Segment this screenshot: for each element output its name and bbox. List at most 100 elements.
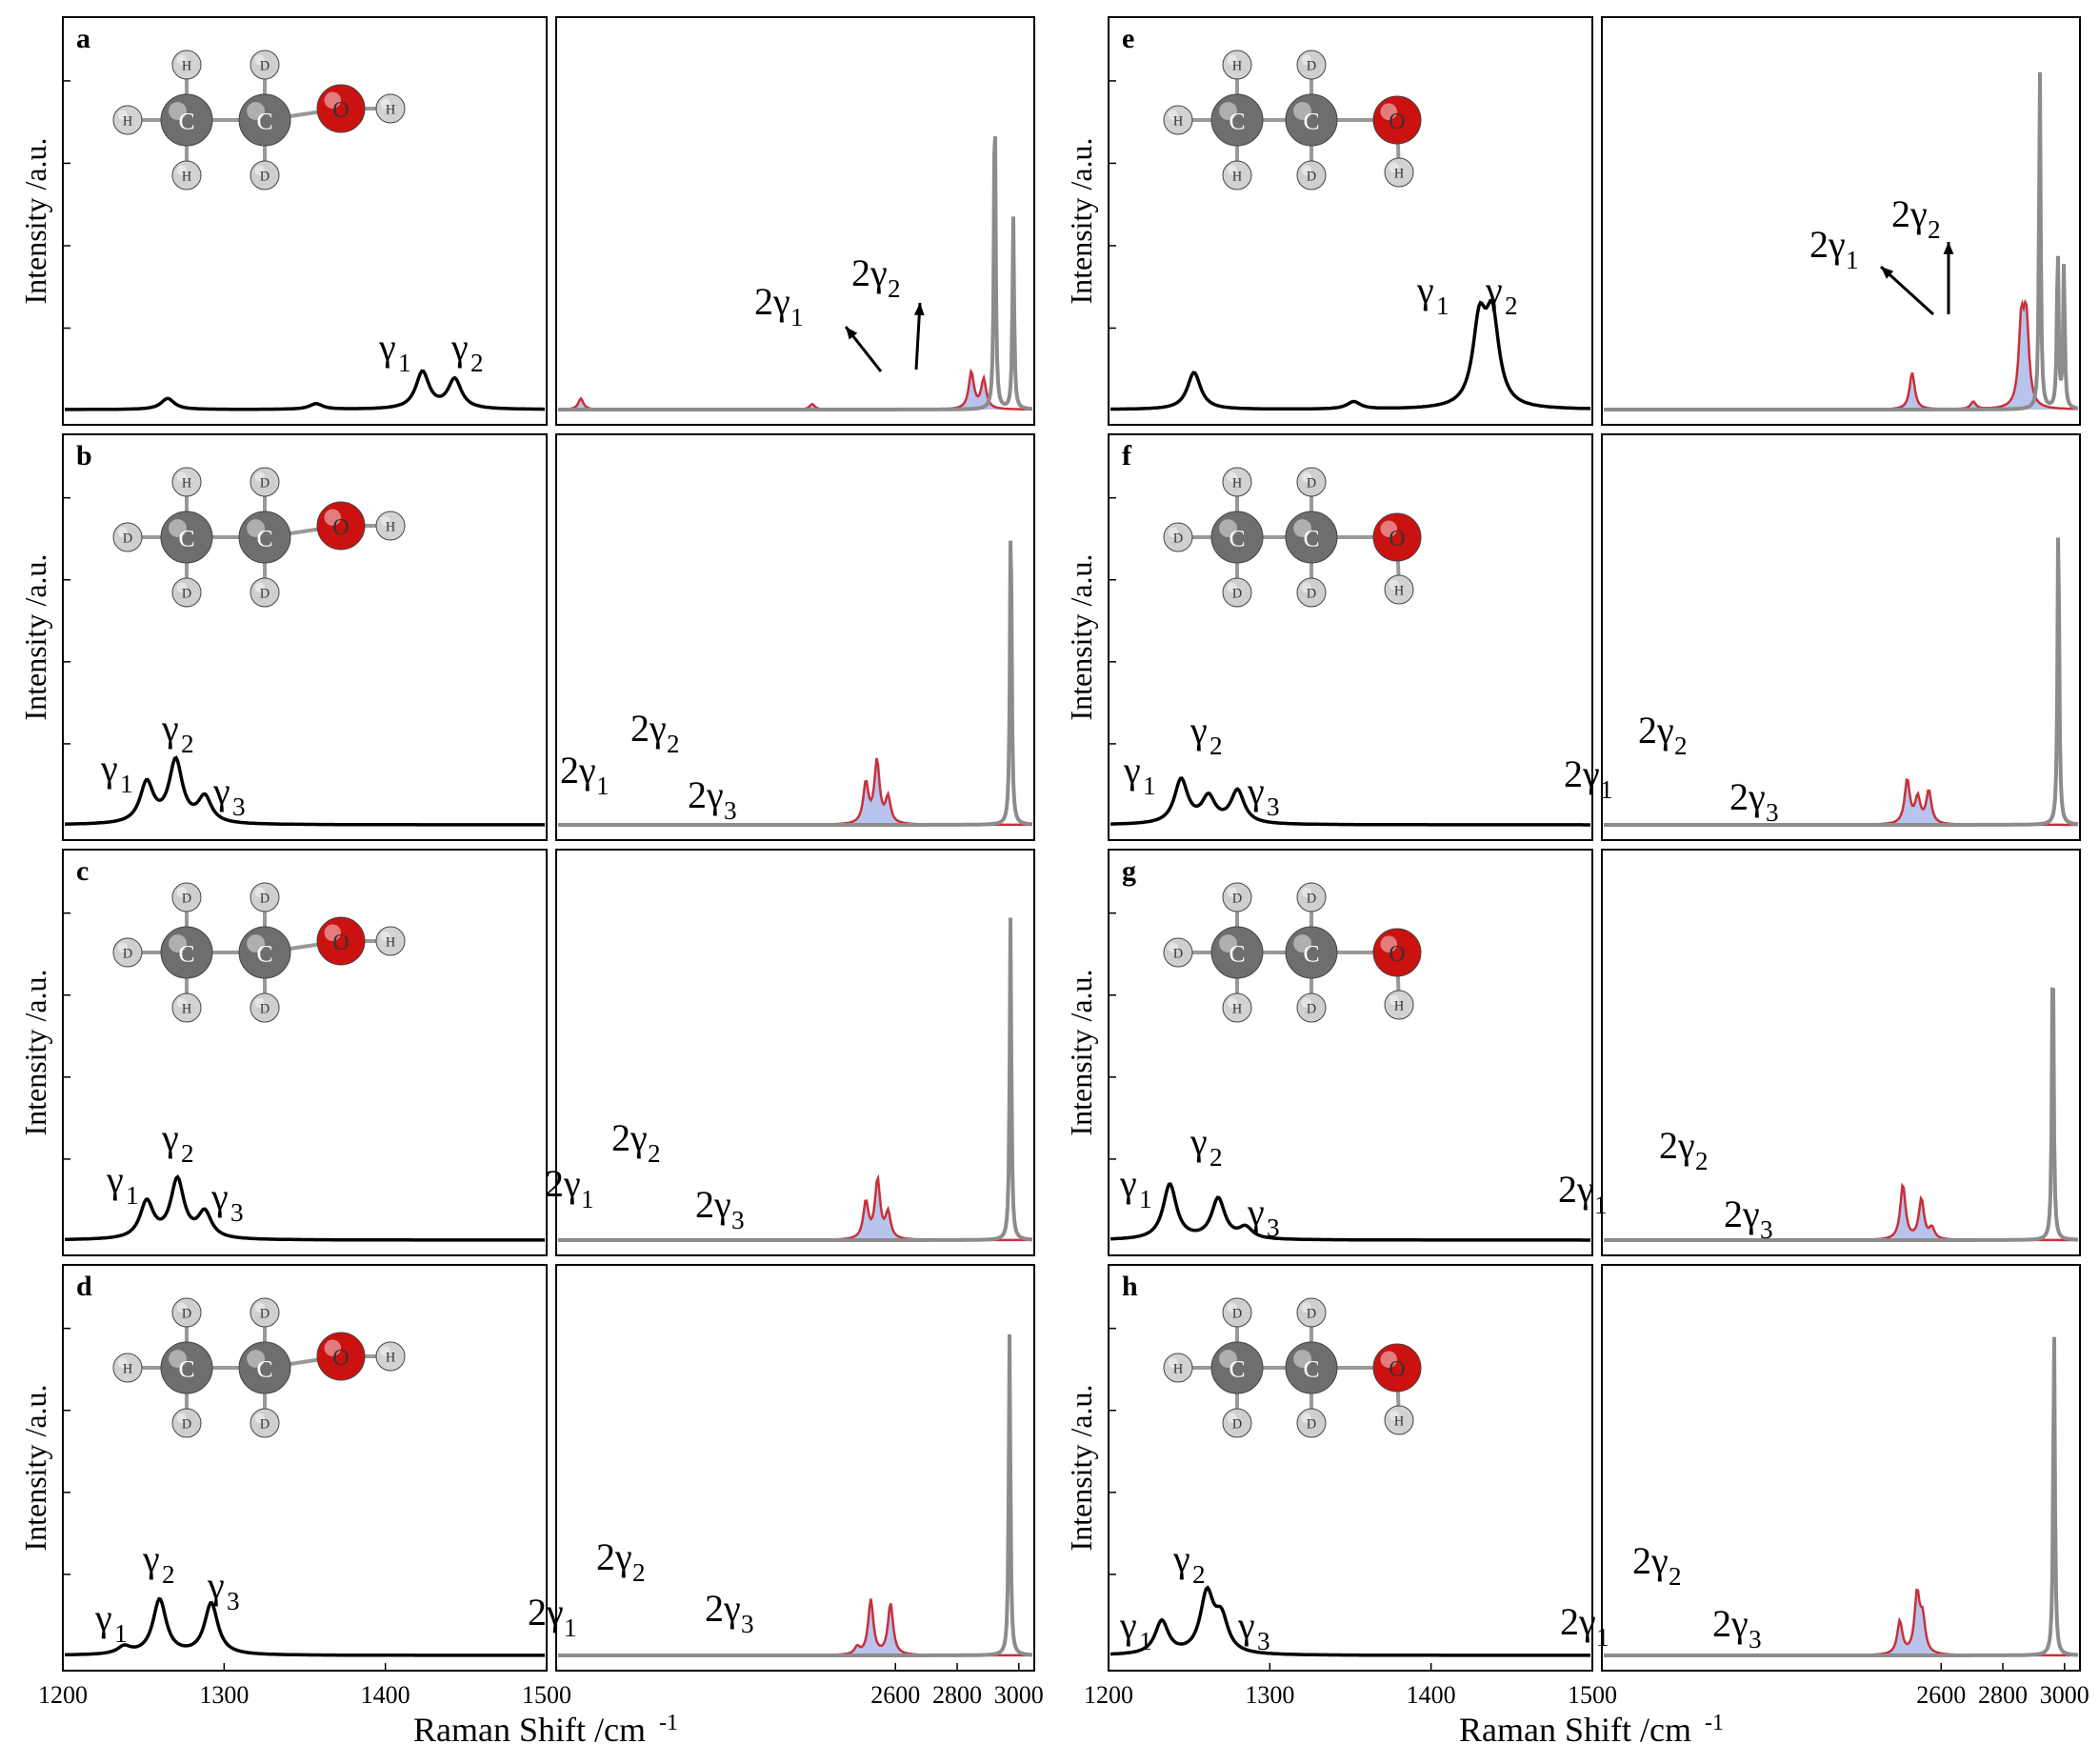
panel-h-atom-c1-left bbox=[1163, 1353, 1193, 1383]
panel-e-atom-c2-highlight bbox=[1293, 102, 1312, 121]
panel-f-atom-c2-bottom-highlight bbox=[1301, 582, 1311, 592]
panel-e-label-o1: 2γ 1 bbox=[1809, 223, 1859, 274]
panel-h-label-g3-text: γ bbox=[1237, 1604, 1255, 1647]
panel-h-atom-c1-left-label: H bbox=[1173, 1361, 1183, 1376]
panel-c-label-g2-sub: 2 bbox=[181, 1139, 194, 1168]
panel-g-atom-o bbox=[1372, 928, 1422, 977]
panel-h-atom-oh-highlight bbox=[1389, 1410, 1399, 1420]
panel-g-atom-c1-bottom bbox=[1222, 992, 1252, 1023]
panel-e-label-o2-text: 2γ bbox=[1891, 192, 1928, 235]
panel-e-ch-stretch-line bbox=[1604, 71, 2079, 411]
panel-c-atom-c1-left-label: D bbox=[123, 946, 132, 961]
panel-b-atom-o-highlight bbox=[324, 509, 341, 526]
panel-h-atom-c2-highlight bbox=[1293, 1350, 1312, 1369]
x-tick-label: 2800 bbox=[932, 1681, 982, 1709]
panel-d-atom-c2-bottom-highlight bbox=[254, 1413, 265, 1423]
panel-h-atom-c1-left-highlight bbox=[1168, 1357, 1178, 1368]
panel-a-atom-c1-left-highlight bbox=[117, 110, 128, 120]
panel-a-atom-o-highlight bbox=[324, 91, 341, 109]
panel-d-label-o1-text: 2γ bbox=[528, 1591, 564, 1634]
panel-f-overtone-fill bbox=[1604, 779, 2078, 825]
panel-d-atom-c1-highlight bbox=[169, 1350, 187, 1369]
panel-b-right-frame bbox=[555, 433, 1035, 841]
panel-f-atom-c2-top-label: D bbox=[1307, 475, 1316, 491]
panel-c-atom-c2-bottom-label: D bbox=[260, 1001, 270, 1016]
panel-h-atom-c1-bottom-highlight bbox=[1227, 1413, 1237, 1423]
panel-c-fundamental-line bbox=[65, 1174, 545, 1242]
panel-b-ch-stretch-line bbox=[558, 540, 1033, 827]
panel-e-atom-c1-highlight bbox=[1219, 102, 1238, 121]
panel-a-atom-c1-bottom-highlight bbox=[176, 165, 187, 175]
panel-f-atom-oh bbox=[1384, 574, 1414, 605]
panel-d-label-o1: 2γ 1 bbox=[528, 1591, 577, 1642]
panel-f-label-o1-sub: 1 bbox=[1600, 775, 1613, 804]
panel-c-atom-c2-label: C bbox=[256, 939, 272, 967]
panel-c-atom-oh-highlight bbox=[380, 931, 390, 941]
panel-c-label-o1: 2γ 1 bbox=[545, 1162, 594, 1213]
panel-a-atom-c1-highlight bbox=[169, 102, 187, 121]
panel-a-label-o1-sub: 1 bbox=[790, 303, 804, 331]
panel-f-atom-c2 bbox=[1285, 511, 1338, 564]
panel-e-overtone-line bbox=[1604, 298, 2078, 411]
panel-c-atom-c2-highlight bbox=[247, 934, 265, 952]
panel-b-atom-c2-bottom-label: D bbox=[260, 586, 270, 601]
panel-d-label-o2-sub: 2 bbox=[632, 1558, 646, 1587]
panel-a-atom-oh-highlight bbox=[380, 98, 390, 109]
panel-b-atom-c2-label: C bbox=[256, 524, 272, 551]
x-axis-label: Raman Shift /cm bbox=[413, 1711, 646, 1749]
panel-f-atom-c1-top bbox=[1222, 467, 1252, 497]
panel-b-atom-c2-top bbox=[250, 467, 280, 497]
panel-d-atom-c1-top-highlight bbox=[176, 1302, 187, 1313]
panel-e-atom-c1-top-label: H bbox=[1232, 58, 1242, 73]
panel-g-atom-c1-label: C bbox=[1229, 939, 1245, 967]
panel-d-atom-c1 bbox=[160, 1341, 213, 1394]
panel-d-letter: d bbox=[76, 1271, 92, 1302]
panel-b-atom-oh-highlight bbox=[380, 515, 390, 526]
panel-g-atom-c2 bbox=[1285, 926, 1338, 979]
panel-b-atom-c1-bottom-highlight bbox=[176, 582, 187, 592]
panel-h-label-o2-sub: 2 bbox=[1669, 1562, 1682, 1591]
panel-d-atom-c1-bottom-label: D bbox=[182, 1416, 191, 1432]
panel-f-label-o2-sub: 2 bbox=[1674, 732, 1688, 760]
x-axis-label-superscript: -1 bbox=[659, 1711, 678, 1735]
panel-e-label-g2-sub: 2 bbox=[1505, 291, 1518, 320]
panel-g-fundamental-line bbox=[1109, 1182, 1590, 1242]
panel-g-label-g3-sub: 3 bbox=[1267, 1213, 1280, 1242]
panel-g-label-g2-sub: 2 bbox=[1209, 1143, 1223, 1172]
panel-g-label-o3-sub: 3 bbox=[1760, 1215, 1773, 1244]
panel-c-label-g3-sub: 3 bbox=[230, 1198, 244, 1227]
panel-b-label-o2-sub: 2 bbox=[667, 730, 680, 758]
panel-h-ch-stretch-line bbox=[1604, 1336, 2078, 1657]
panel-h-atom-c1-label: C bbox=[1229, 1354, 1245, 1382]
panel-d-atom-c1-left bbox=[112, 1353, 143, 1383]
panel-f-label-g1-sub: 1 bbox=[1143, 772, 1156, 800]
panel-a-atom-c1-left bbox=[112, 105, 143, 135]
panel-a-label-g2-sub: 2 bbox=[470, 349, 484, 377]
panel-c-atom-c2-top bbox=[250, 882, 280, 912]
panel-f-left-frame bbox=[1108, 433, 1593, 841]
panel-c-atom-o-label: O bbox=[332, 931, 349, 955]
panel-f-label-o1-text: 2γ bbox=[1564, 752, 1600, 795]
panel-b-atom-o bbox=[316, 501, 366, 551]
panel-e-atom-c1 bbox=[1210, 93, 1264, 147]
panel-h-atom-c1-highlight bbox=[1219, 1350, 1238, 1369]
panel-d-atom-c2-top-label: D bbox=[260, 1306, 270, 1321]
panel-c-atom-c2-bottom-highlight bbox=[254, 997, 265, 1008]
panel-c-overtone-fill bbox=[558, 1178, 1032, 1240]
panel-c-atom-c1 bbox=[160, 926, 213, 979]
x-axis-left: 1200 1300 1400 1500 2600 2800 3000 Raman Shift … bbox=[38, 1663, 1044, 1749]
panel-h-overtone-fill bbox=[1604, 1590, 2078, 1655]
panel-b-atom-c1-highlight bbox=[169, 519, 187, 537]
panel-a-atom-oh-label: H bbox=[386, 102, 395, 117]
panel-b-atom-o-label: O bbox=[332, 515, 349, 540]
panel-c-atom-c2-bottom bbox=[250, 992, 280, 1023]
panel-g-label-o2: 2γ 2 bbox=[1659, 1124, 1709, 1175]
x-axis-label-superscript: -1 bbox=[1705, 1711, 1724, 1735]
